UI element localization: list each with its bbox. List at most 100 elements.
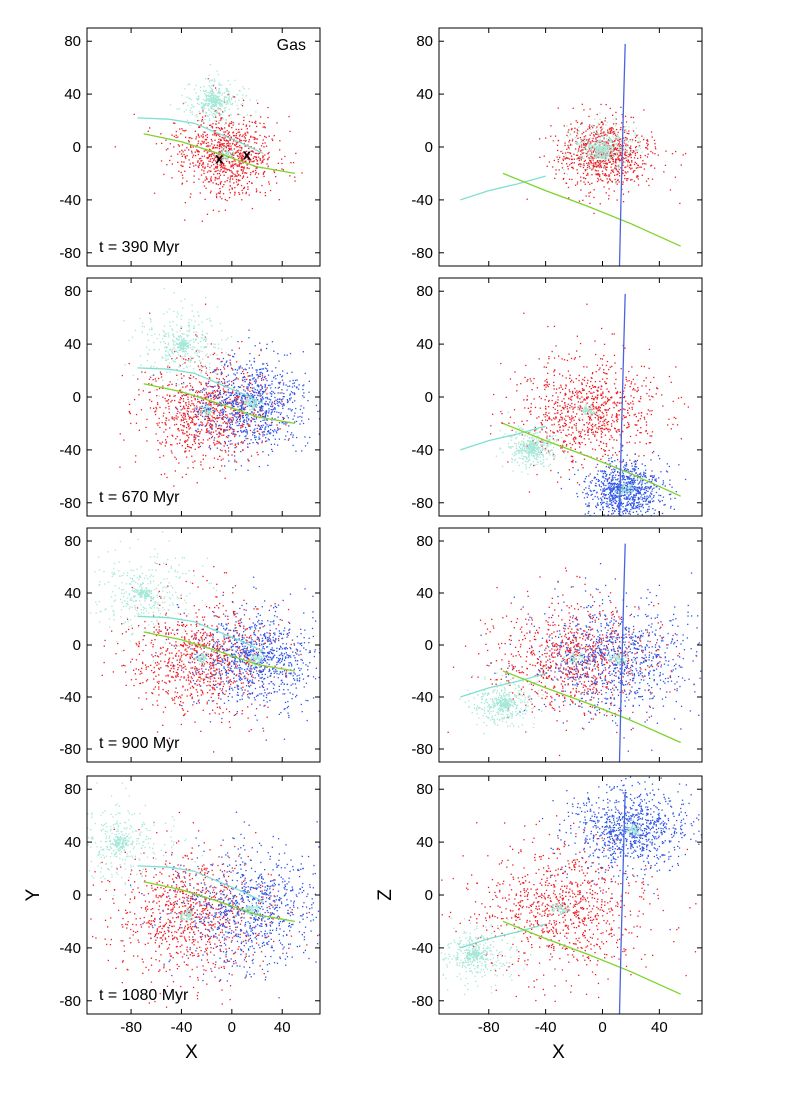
point-blue <box>259 373 261 375</box>
point-clump <box>185 340 188 342</box>
point-blue <box>241 401 243 404</box>
point-cyan <box>193 315 195 317</box>
point-red <box>242 449 244 451</box>
point-blue <box>246 430 248 432</box>
point-cyan <box>178 336 181 339</box>
point-red <box>272 139 274 141</box>
point-clump <box>596 145 599 148</box>
point-blue <box>251 373 253 376</box>
point-cyan <box>593 156 595 159</box>
point-red <box>182 433 184 435</box>
point-cyan <box>177 354 180 356</box>
point-red <box>214 408 216 410</box>
point-red <box>292 162 295 164</box>
point-red <box>201 164 203 166</box>
point-cyan <box>186 366 188 369</box>
point-cyan <box>217 106 219 109</box>
point-blue <box>249 442 251 445</box>
point-red <box>198 442 200 444</box>
point-red <box>221 450 223 452</box>
point-blue <box>258 413 261 416</box>
point-red <box>235 181 238 183</box>
point-red <box>238 135 241 137</box>
point-red <box>205 383 207 385</box>
point-blue <box>251 387 253 389</box>
point-red <box>240 169 242 171</box>
point-red <box>613 190 615 192</box>
point-blue <box>261 372 264 374</box>
point-cyan <box>601 157 603 160</box>
point-clump <box>605 156 608 158</box>
point-red <box>576 181 579 183</box>
point-blue <box>224 401 227 403</box>
point-red <box>213 352 216 354</box>
point-clump <box>223 146 226 149</box>
point-red <box>208 424 211 426</box>
point-red <box>589 134 591 136</box>
point-clump <box>226 152 229 154</box>
point-red <box>238 157 240 160</box>
point-red <box>215 123 217 125</box>
point-red <box>595 137 597 139</box>
point-red <box>205 187 207 189</box>
point-blue <box>233 387 235 389</box>
point-red <box>190 396 193 398</box>
point-blue <box>235 401 237 404</box>
point-red <box>245 125 247 127</box>
point-cyan <box>211 89 213 92</box>
point-blue <box>277 429 279 431</box>
point-red <box>281 162 283 165</box>
point-red <box>674 176 677 178</box>
point-red <box>238 161 240 163</box>
point-cyan <box>214 94 216 96</box>
point-blue <box>264 386 266 388</box>
point-red <box>625 121 628 123</box>
point-red <box>255 416 258 418</box>
point-red <box>189 163 191 165</box>
point-blue <box>283 423 285 425</box>
point-red <box>215 170 217 172</box>
point-blue <box>241 404 243 406</box>
point-red <box>217 127 219 129</box>
point-blue <box>258 425 260 427</box>
point-red <box>607 159 610 161</box>
point-red <box>203 122 205 124</box>
point-red <box>234 434 236 436</box>
point-red <box>597 170 599 172</box>
point-red <box>223 416 225 418</box>
point-red <box>167 366 169 368</box>
point-red <box>654 146 656 148</box>
point-blue <box>270 411 273 414</box>
point-red <box>586 155 588 158</box>
point-cyan <box>624 139 626 141</box>
point-red <box>578 156 581 158</box>
point-cyan <box>185 365 188 368</box>
point-red <box>575 148 577 150</box>
point-red <box>581 140 583 142</box>
point-red <box>194 442 197 444</box>
point-clump <box>242 406 245 408</box>
point-red <box>613 148 615 150</box>
point-clump <box>214 104 217 106</box>
point-red <box>554 135 557 137</box>
point-blue <box>260 428 262 431</box>
point-red <box>577 150 580 152</box>
point-blue <box>231 423 233 425</box>
point-red <box>569 139 571 141</box>
point-red <box>221 143 223 145</box>
point-cyan <box>174 344 176 346</box>
point-cyan <box>214 114 216 116</box>
point-clump <box>596 151 598 153</box>
point-red <box>241 367 243 369</box>
point-red <box>217 134 220 136</box>
point-red <box>221 198 223 200</box>
point-red <box>180 153 183 155</box>
point-red <box>168 405 170 408</box>
point-red <box>587 181 589 183</box>
point-cyan <box>192 105 194 107</box>
point-red <box>588 148 590 150</box>
point-red <box>236 142 239 144</box>
point-red <box>223 430 225 432</box>
point-red <box>200 365 203 367</box>
point-blue <box>287 417 289 419</box>
